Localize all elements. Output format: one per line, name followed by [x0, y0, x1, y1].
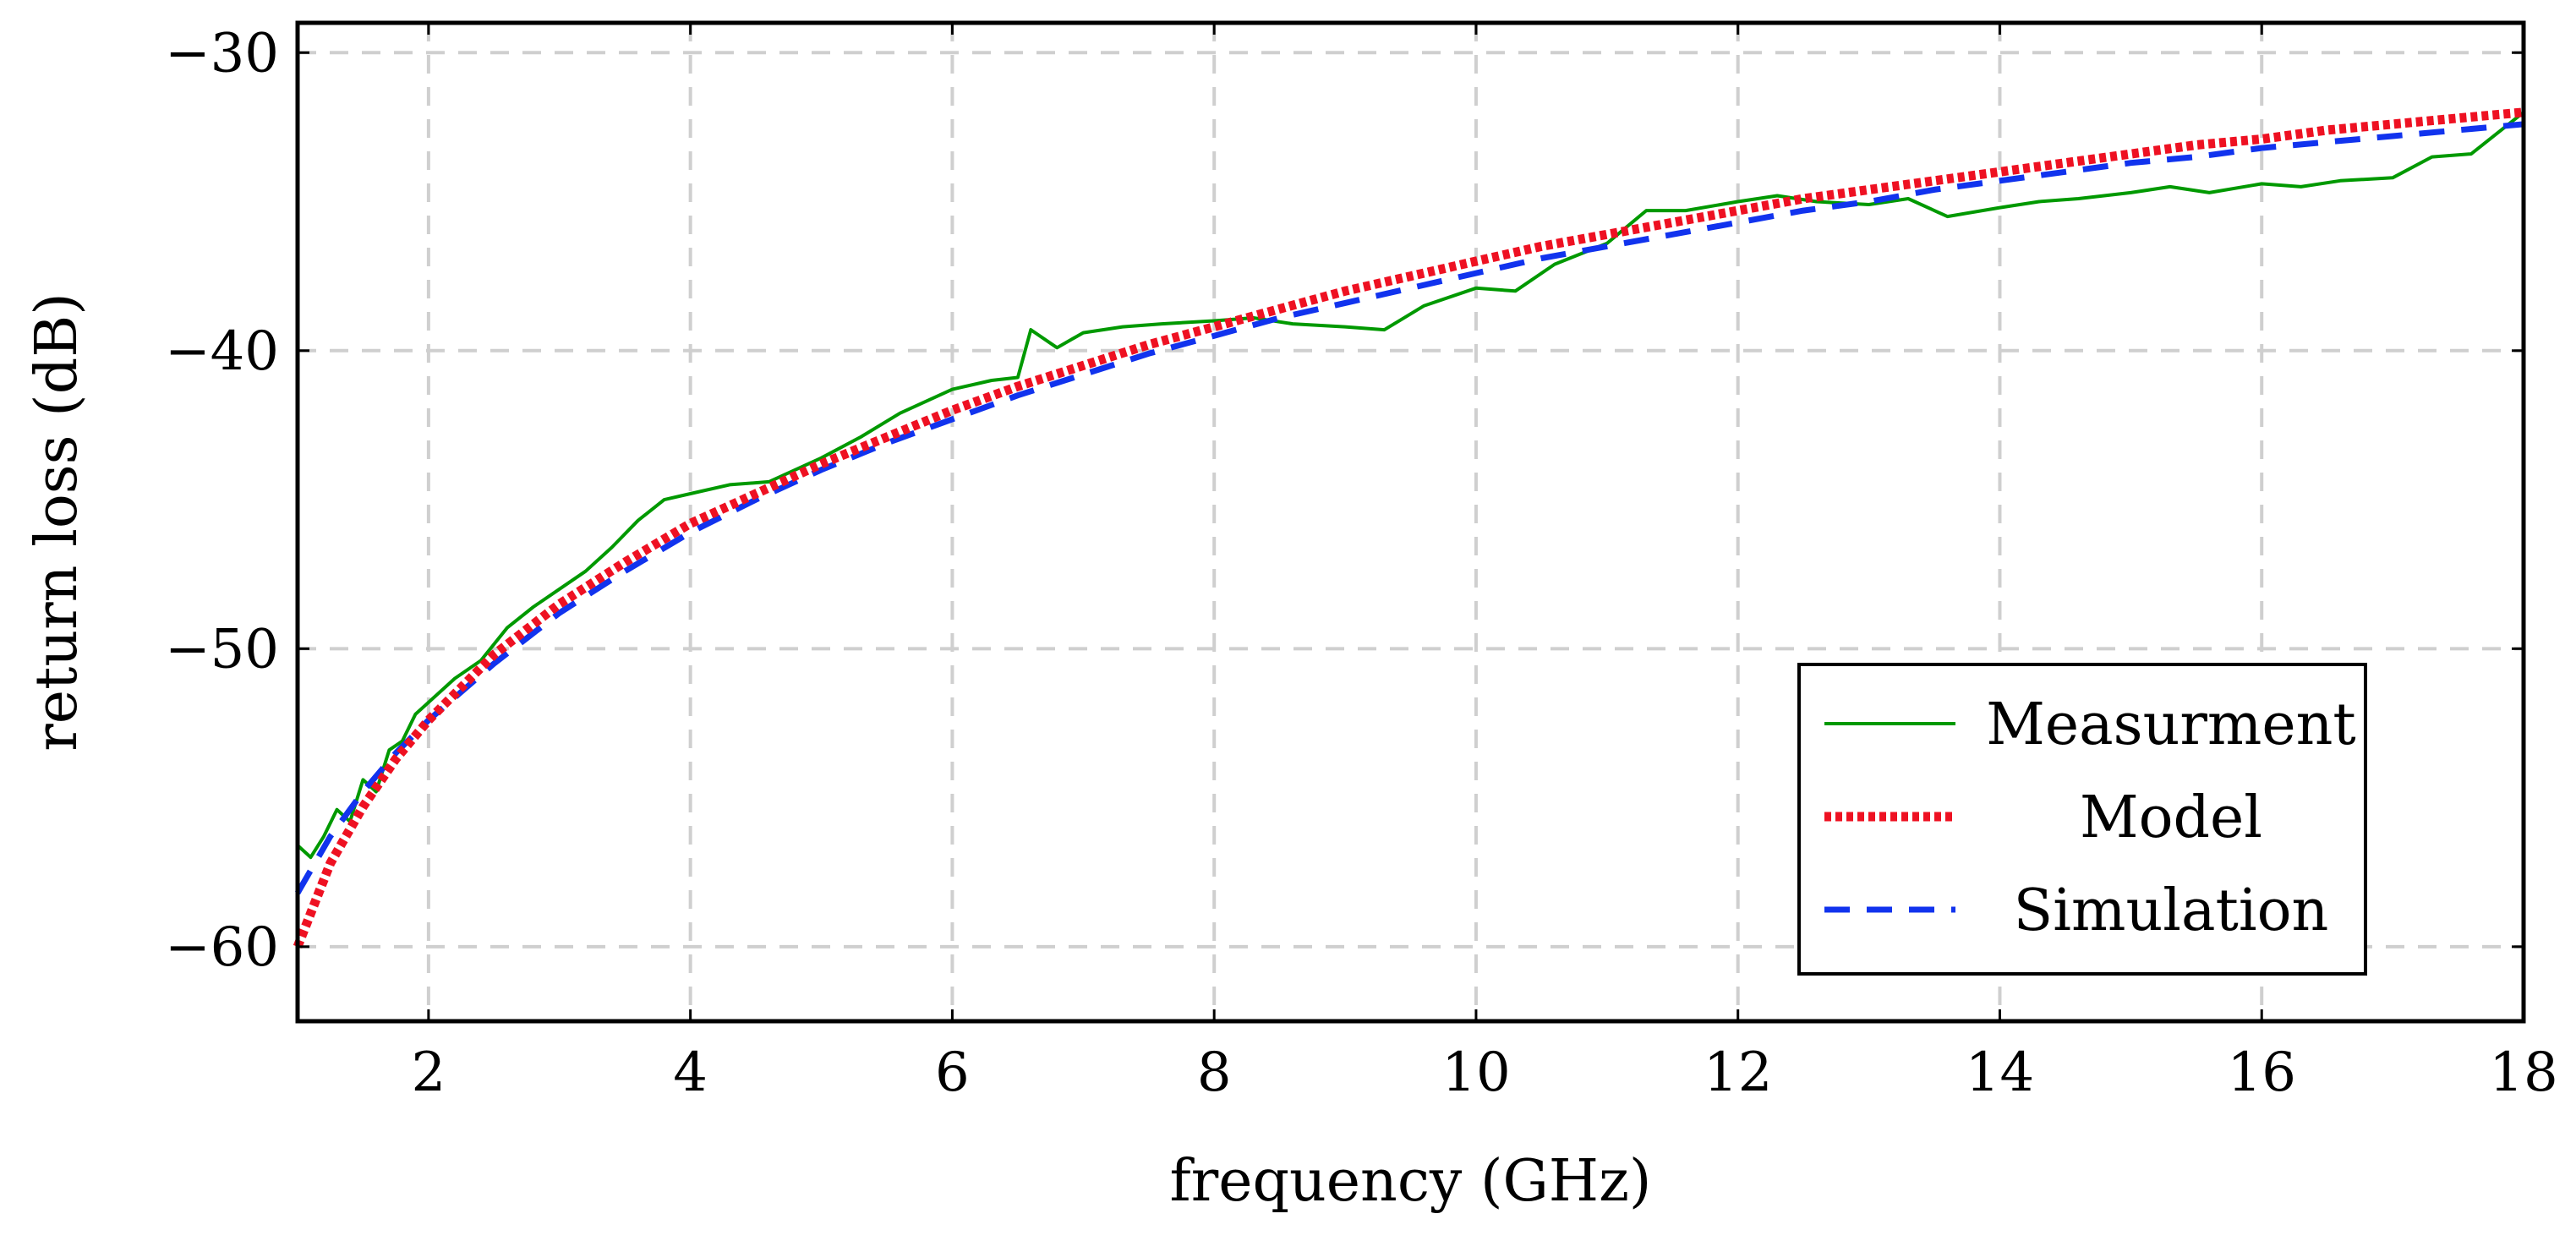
- series-line-model: [293, 107, 2524, 949]
- legend: Measurment Model Simulation: [1797, 663, 2367, 976]
- series-line-simulation: [294, 121, 2524, 895]
- x-tick-label: 4: [673, 1041, 708, 1104]
- y-tick-label: −30: [165, 22, 279, 85]
- x-tick-label: 8: [1197, 1041, 1232, 1104]
- x-axis-label: frequency (GHz): [1170, 1148, 1652, 1215]
- x-tick-label: 18: [2489, 1041, 2557, 1104]
- plot-frame: [295, 20, 2526, 1024]
- legend-label-measurment: Measurment: [1986, 692, 2355, 758]
- y-axis-label: return loss (dB): [24, 292, 90, 751]
- legend-label-simulation: Simulation: [2014, 877, 2329, 944]
- x-tick-label: 12: [1704, 1041, 1772, 1104]
- grid: [298, 23, 2524, 1021]
- x-tick-label: 2: [412, 1041, 446, 1104]
- x-tick-label: 14: [1966, 1041, 2034, 1104]
- x-tick-label: 6: [935, 1041, 970, 1104]
- legend-label-model: Model: [2080, 785, 2262, 851]
- series-lines: [293, 107, 2525, 949]
- x-tick-label: 16: [2228, 1041, 2296, 1104]
- y-tick-label: −50: [165, 618, 279, 681]
- y-tick-label: −60: [165, 916, 279, 979]
- y-tick-label: −40: [165, 320, 279, 383]
- series-line-measurment: [296, 111, 2525, 860]
- x-tick-label: 10: [1441, 1041, 1510, 1104]
- ticks: 2 4 6 8 10 12 14 16 18 −60 −50 −40 −30: [165, 22, 2558, 1104]
